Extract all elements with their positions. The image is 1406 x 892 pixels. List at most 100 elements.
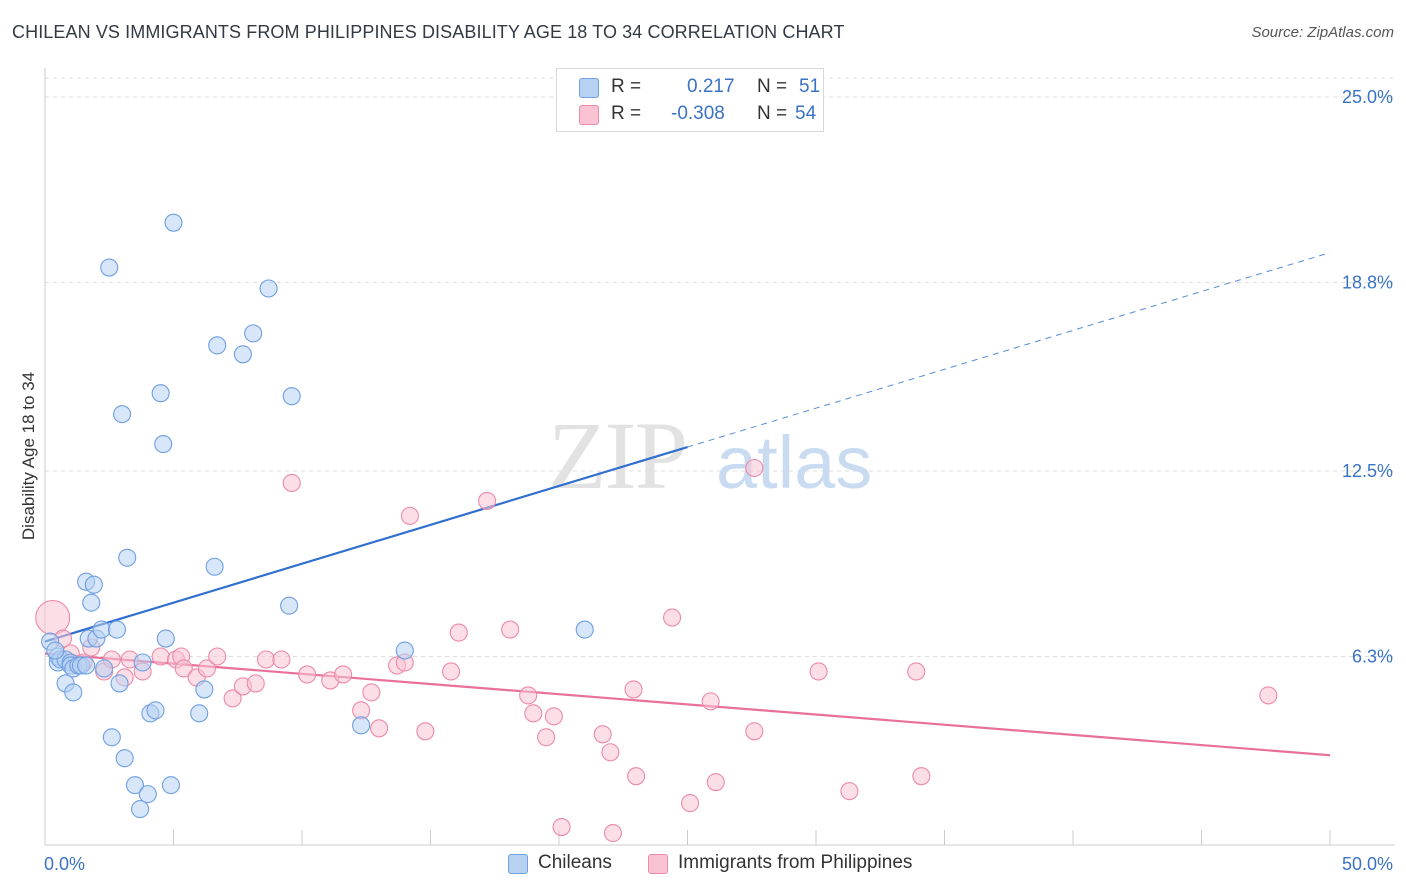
point-chileans <box>161 776 180 795</box>
point-chileans <box>100 258 119 277</box>
point-chileans <box>118 548 137 567</box>
legend-r-label: R = <box>611 103 642 124</box>
point-philippines <box>416 722 435 741</box>
bottom-legend-swatch-pink <box>648 854 668 874</box>
point-philippines <box>593 725 612 744</box>
trend-layer <box>44 252 1331 757</box>
y-axis-label: Disability Age 18 to 34 <box>19 372 38 540</box>
point-philippines <box>907 662 926 681</box>
point-chileans <box>205 557 224 576</box>
point-philippines <box>745 458 764 478</box>
legend-n-label: N = <box>757 76 788 97</box>
chart-source: Source: ZipAtlas.com <box>1251 24 1394 41</box>
point-chileans <box>113 405 132 424</box>
point-philippines <box>601 743 620 762</box>
point-chileans <box>125 776 144 795</box>
point-chileans <box>138 785 157 804</box>
bottom-legend-label: Immigrants from Philippines <box>678 852 913 873</box>
point-philippines <box>449 623 468 642</box>
point-philippines <box>537 728 556 747</box>
point-chileans <box>395 641 414 660</box>
point-chileans <box>110 674 129 693</box>
watermark-zip: ZIP <box>548 402 686 509</box>
point-chileans <box>131 800 150 819</box>
point-chileans <box>282 387 301 406</box>
y-tick-label: 12.5% <box>1342 461 1393 481</box>
point-philippines <box>627 767 646 786</box>
point-chileans <box>259 279 278 298</box>
point-chileans <box>102 728 121 747</box>
point-chileans <box>77 656 96 675</box>
point-philippines <box>282 473 301 493</box>
point-philippines <box>174 659 193 678</box>
bottom-legend-label: Chileans <box>538 852 612 873</box>
point-chileans <box>575 620 594 639</box>
point-philippines <box>334 665 353 684</box>
point-philippines <box>256 650 276 669</box>
point-philippines <box>442 662 461 681</box>
chart-title: CHILEAN VS IMMIGRANTS FROM PHILIPPINES D… <box>12 22 845 42</box>
legend-r-value: 0.217 <box>687 76 735 97</box>
point-chileans <box>64 683 83 702</box>
y-tick-label: 6.3% <box>1352 647 1393 667</box>
point-chileans <box>107 620 127 639</box>
legend-swatch-blue <box>579 78 599 98</box>
point-philippines <box>197 659 216 678</box>
legend-n-label: N = <box>757 103 788 124</box>
point-chileans <box>352 716 371 735</box>
point-chileans <box>151 384 170 403</box>
bottom-legend-swatch-blue <box>508 854 528 874</box>
point-chileans <box>195 680 214 699</box>
point-philippines <box>603 823 623 843</box>
point-philippines <box>809 662 828 681</box>
legend-swatch-pink <box>579 105 599 125</box>
points-layer <box>35 213 1278 843</box>
point-chileans <box>95 659 114 678</box>
point-chileans <box>154 435 173 454</box>
point-philippines <box>681 794 700 813</box>
x-tick-label: 0.0% <box>44 854 85 874</box>
point-philippines <box>298 665 317 684</box>
trendline-chileans-extension <box>687 252 1331 448</box>
point-chileans <box>156 629 175 648</box>
point-philippines <box>1259 686 1278 705</box>
point-philippines <box>544 707 563 726</box>
y-tick-label: 25.0% <box>1342 87 1393 107</box>
correlation-legend: R = 0.217 N = 51 R = -0.308 N = 54 <box>556 68 824 132</box>
point-philippines <box>272 650 291 669</box>
point-chileans <box>133 653 152 672</box>
point-philippines <box>624 680 643 699</box>
point-philippines <box>745 722 764 741</box>
point-chileans <box>82 593 101 612</box>
point-chileans <box>46 641 65 660</box>
point-chileans <box>146 701 165 720</box>
legend-r-label: R = <box>611 76 642 97</box>
trendline-chileans <box>44 446 688 643</box>
point-philippines <box>246 674 265 693</box>
point-philippines <box>840 782 859 801</box>
point-chileans <box>233 345 252 364</box>
legend-n-value: 51 <box>799 76 821 97</box>
point-chileans <box>190 704 209 723</box>
grid-layer <box>45 77 1395 658</box>
point-chileans <box>84 575 103 594</box>
point-chileans <box>280 596 299 615</box>
watermark: ZIP atlas <box>548 402 872 509</box>
point-philippines <box>912 767 931 786</box>
point-chileans <box>244 324 263 343</box>
y-tick-label: 18.8% <box>1342 273 1393 293</box>
point-philippines <box>208 647 227 666</box>
point-philippines <box>701 692 720 711</box>
point-philippines <box>477 491 497 510</box>
point-philippines <box>35 600 71 636</box>
tick-label-layer: 6.3% 12.5% 18.8% 25.0% 0.0% 50.0% <box>44 87 1393 874</box>
point-philippines <box>706 773 725 792</box>
trendline-philippines <box>44 652 1331 757</box>
point-chileans <box>92 620 111 639</box>
point-chileans <box>208 336 227 355</box>
point-philippines <box>362 683 381 702</box>
point-philippines <box>519 686 538 705</box>
legend-r-value: -0.308 <box>671 103 725 124</box>
x-tick-label: 50.0% <box>1342 854 1393 874</box>
